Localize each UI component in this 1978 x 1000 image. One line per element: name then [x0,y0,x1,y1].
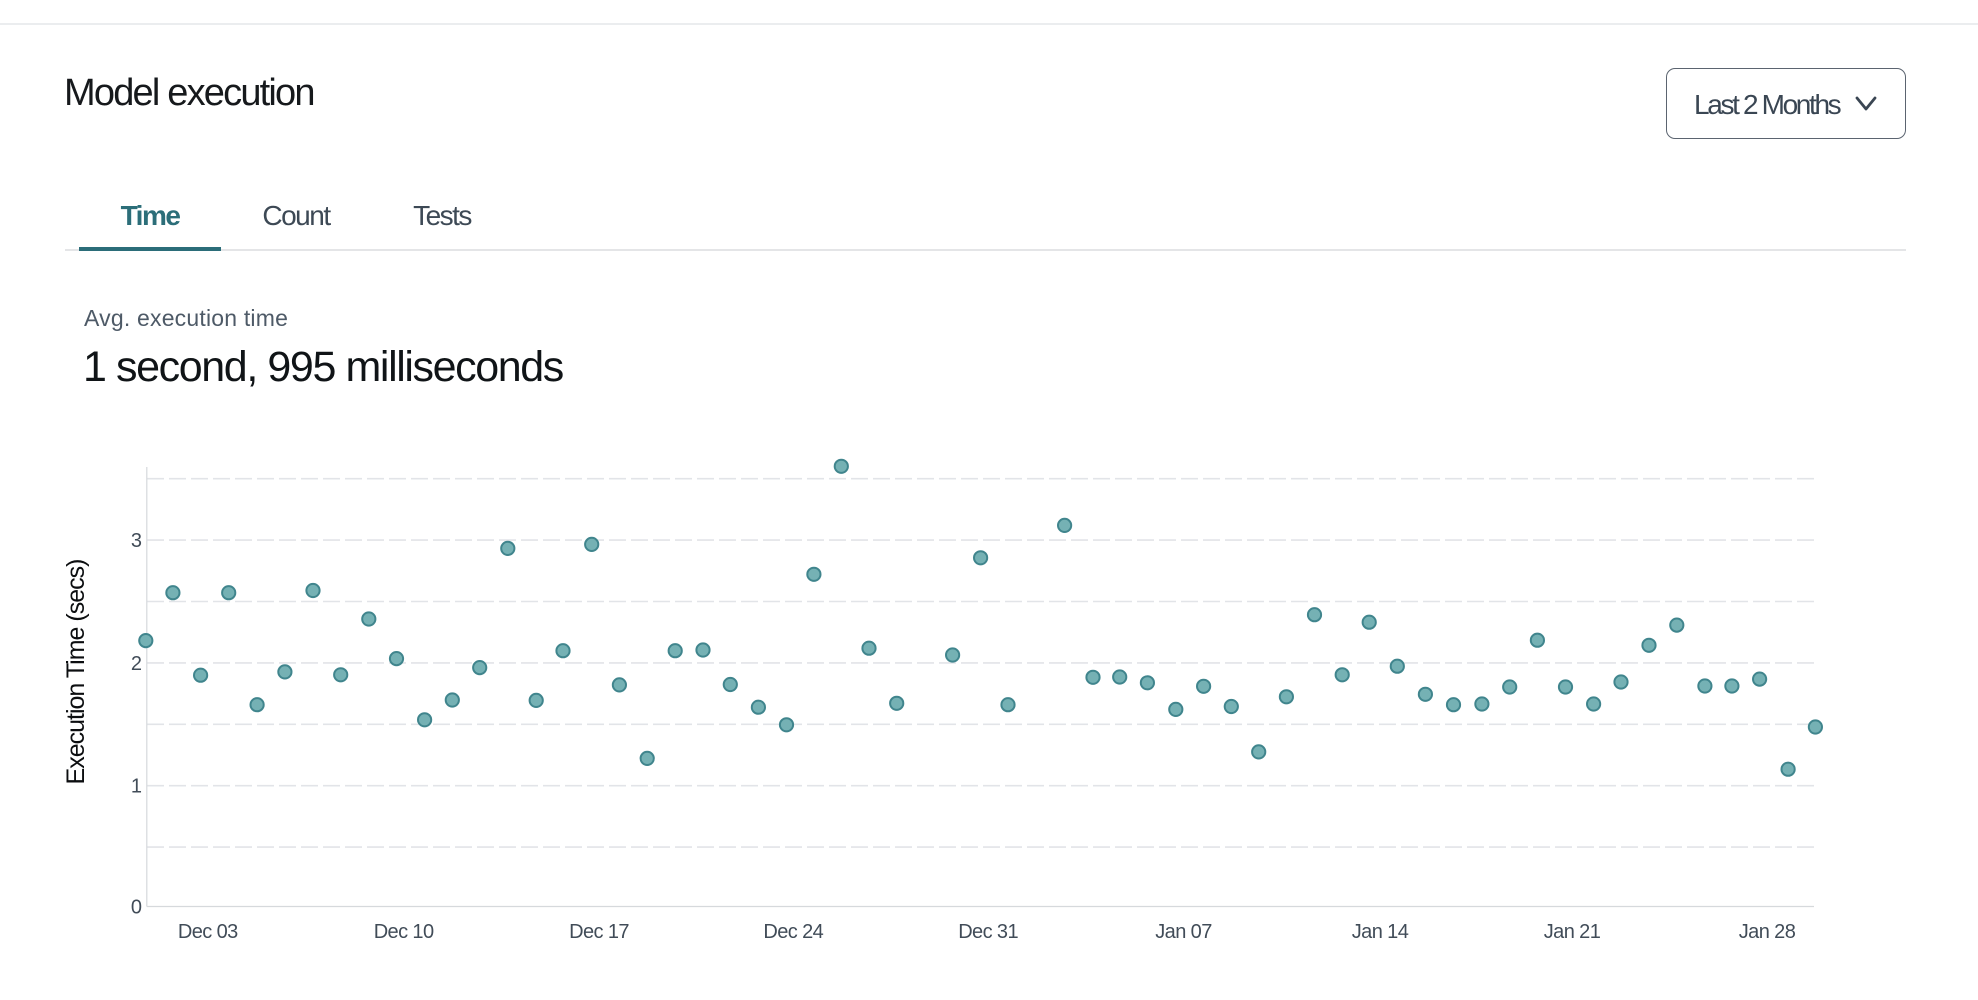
svg-text:Dec 24: Dec 24 [763,921,823,943]
svg-text:Dec 03: Dec 03 [178,921,238,943]
svg-text:Jan 14: Jan 14 [1352,921,1409,943]
svg-text:3: 3 [131,530,142,552]
svg-text:Dec 10: Dec 10 [374,921,434,943]
svg-text:1: 1 [131,776,142,798]
svg-text:Jan 28: Jan 28 [1739,921,1796,943]
svg-text:Jan 21: Jan 21 [1544,921,1601,943]
svg-text:0: 0 [131,897,142,919]
svg-text:Execution Time (secs): Execution Time (secs) [62,560,90,785]
svg-text:Dec 17: Dec 17 [569,921,629,943]
svg-text:2: 2 [131,653,142,675]
svg-text:Dec 31: Dec 31 [958,921,1018,943]
svg-text:Jan 07: Jan 07 [1155,921,1212,943]
